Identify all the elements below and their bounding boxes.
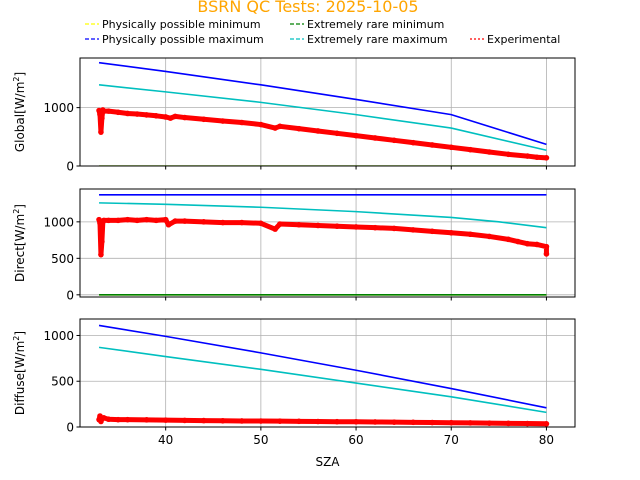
- legend-item-phys_min: Physically possible minimum: [85, 18, 261, 31]
- y-tick-label-0: 0: [66, 160, 74, 174]
- line-rare_max: [98, 346, 547, 414]
- plot-area: [96, 324, 550, 427]
- y-tick-label-0: 0: [66, 421, 74, 435]
- y-axis-label: Diffuse[W/m2]: [12, 331, 27, 415]
- experimental-trace: [96, 107, 547, 161]
- experimental-trace: [96, 413, 547, 427]
- x-tick-label-4: 80: [539, 433, 554, 447]
- line-phys_max: [98, 324, 547, 409]
- legend-item-rare_min: Extremely rare minimum: [290, 18, 444, 31]
- panel-diffuse: 0 500 1000 40 50 60 70 80 Diffuse[W/m2] SZA: [12, 318, 576, 469]
- x-tick-label-1: 50: [253, 433, 268, 447]
- plot-area: [96, 61, 550, 166]
- line-phys_max: [98, 61, 547, 146]
- y-tick-label-1: 500: [51, 252, 74, 266]
- plot-area: [96, 194, 550, 296]
- axes-frame: [79, 57, 576, 167]
- legend: Physically possible minimum Physically po…: [85, 18, 560, 46]
- y-axis-label: Global[W/m2]: [12, 72, 27, 152]
- legend-label-rare_min: Extremely rare minimum: [307, 18, 444, 31]
- axes-frame: [79, 318, 576, 428]
- legend-item-phys_max: Physically possible maximum: [85, 33, 264, 46]
- y-axis-label: Direct[W/m2]: [12, 204, 27, 282]
- legend-label-phys_min: Physically possible minimum: [102, 18, 261, 31]
- chart-title: BSRN QC Tests: 2025-10-05: [197, 0, 418, 16]
- legend-label-phys_max: Physically possible maximum: [102, 33, 264, 46]
- line-rare_max: [99, 202, 547, 229]
- line-rare_max: [98, 84, 547, 152]
- y-tick-label-1: 500: [51, 375, 74, 389]
- legend-label-rare_max: Extremely rare maximum: [307, 33, 448, 46]
- axes-frame: [79, 188, 576, 298]
- panel-global: 0 1000 Global[W/m2]: [12, 57, 576, 174]
- x-tick-label-3: 70: [444, 433, 459, 447]
- y-tick-label-1: 1000: [43, 101, 74, 115]
- chart-panels: 0 1000 Global[W/m2] 0 500 1000 Direct[W/m2] 0 50…: [12, 57, 576, 469]
- legend-item-rare_max: Extremely rare maximum: [290, 33, 448, 46]
- legend-label-experimental: Experimental: [487, 33, 560, 46]
- x-axis-label: SZA: [315, 455, 340, 469]
- y-tick-label-0: 0: [66, 288, 74, 302]
- x-tick-label-0: 40: [158, 433, 173, 447]
- y-tick-label-2: 1000: [43, 215, 74, 229]
- panel-direct: 0 500 1000 Direct[W/m2]: [12, 188, 576, 302]
- y-tick-label-2: 1000: [43, 329, 74, 343]
- legend-item-experimental: Experimental: [470, 33, 560, 46]
- experimental-trace: [96, 217, 549, 258]
- x-tick-label-2: 60: [348, 433, 363, 447]
